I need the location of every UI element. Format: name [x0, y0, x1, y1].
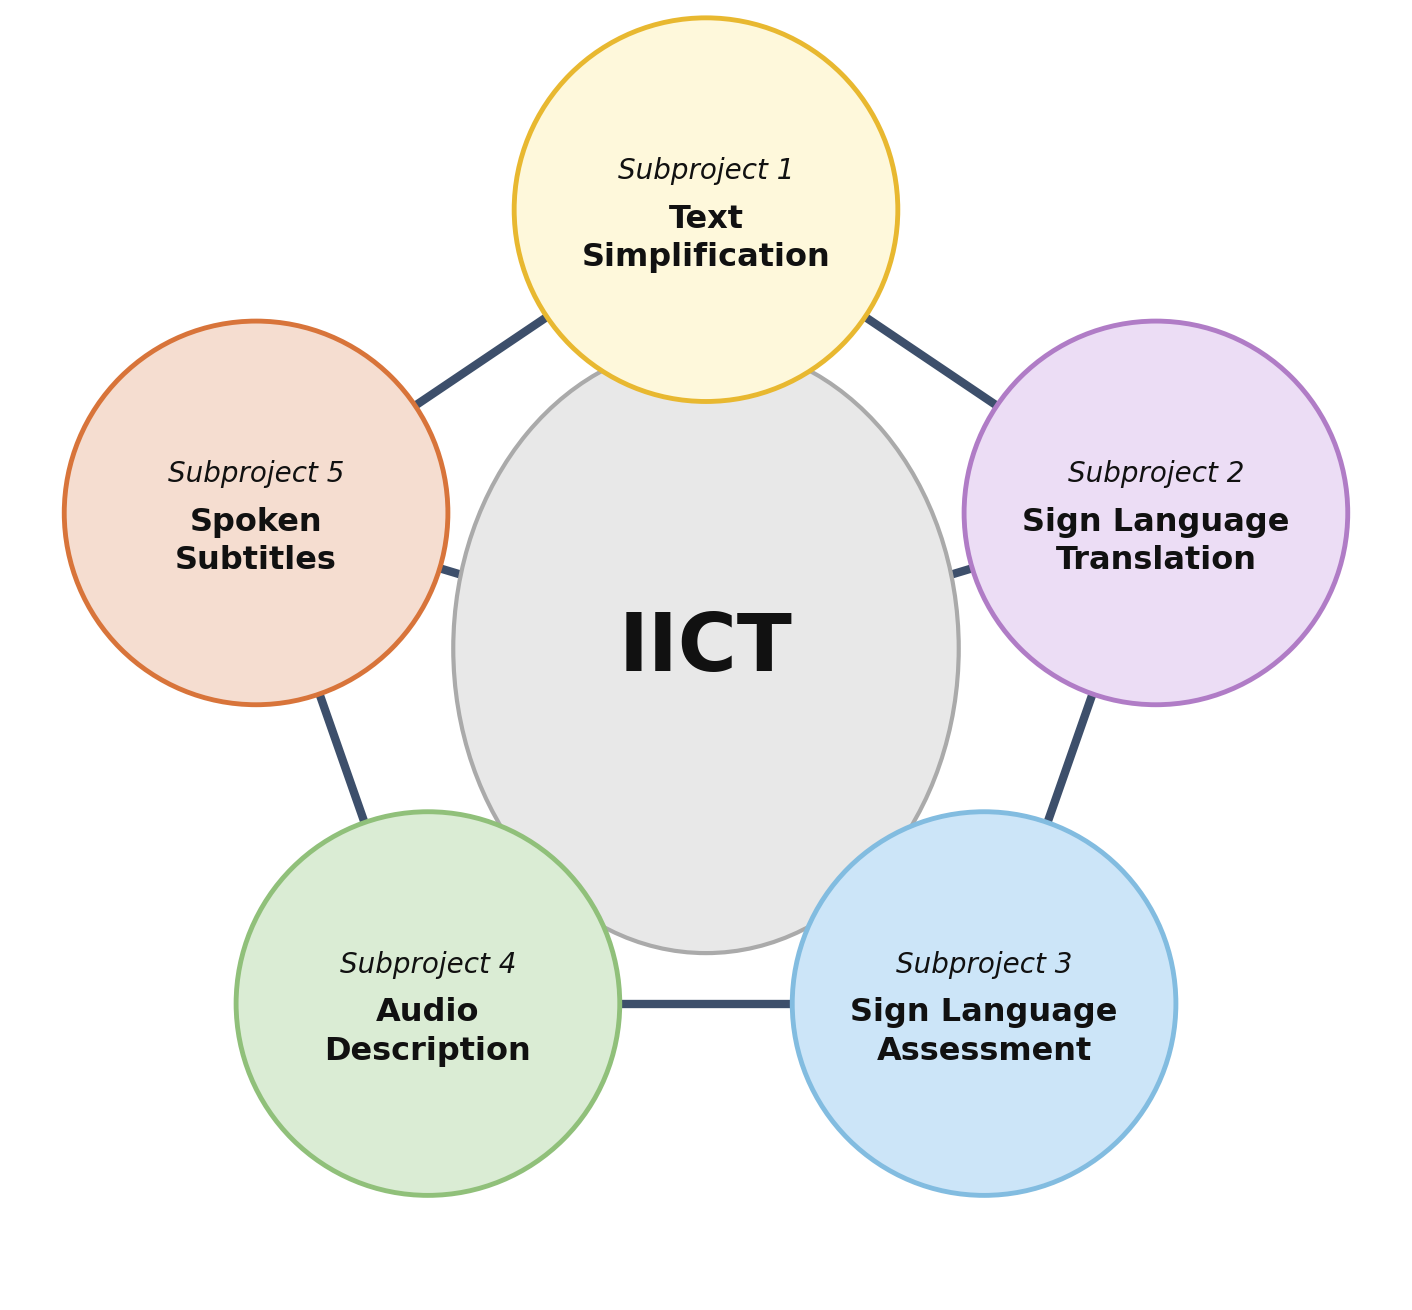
Text: Text
Simplification: Text Simplification [582, 203, 830, 272]
Ellipse shape [453, 345, 959, 954]
Circle shape [514, 18, 898, 401]
Text: Subproject 3: Subproject 3 [895, 951, 1072, 979]
Text: Subproject 5: Subproject 5 [168, 460, 345, 489]
Text: Sign Language
Translation: Sign Language Translation [1022, 507, 1289, 576]
Text: Sign Language
Assessment: Sign Language Assessment [850, 997, 1118, 1066]
Circle shape [236, 812, 620, 1196]
Text: Spoken
Subtitles: Spoken Subtitles [175, 507, 337, 576]
Text: Audio
Description: Audio Description [325, 997, 531, 1066]
Circle shape [964, 321, 1347, 705]
Text: IICT: IICT [618, 609, 794, 688]
Circle shape [792, 812, 1176, 1196]
Circle shape [65, 321, 448, 705]
Text: Subproject 2: Subproject 2 [1067, 460, 1244, 489]
Text: Subproject 1: Subproject 1 [618, 157, 794, 185]
Text: Subproject 4: Subproject 4 [340, 951, 517, 979]
